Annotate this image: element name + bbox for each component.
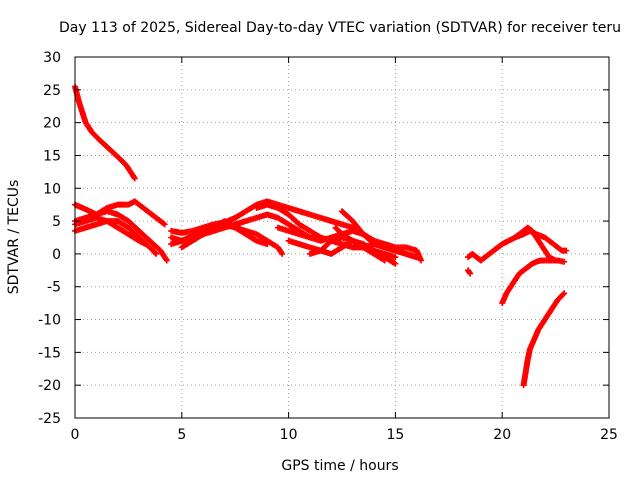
series-track-5 <box>72 214 149 248</box>
x-axis-label: GPS time / hours <box>281 458 398 474</box>
y-tick-label-1: -20 <box>38 378 61 394</box>
series-track-19 <box>512 224 559 264</box>
y-tick-label-4: -5 <box>47 280 61 296</box>
data-point <box>264 241 271 248</box>
data-point <box>413 254 420 261</box>
tick-labels: 0 5 10 15 20 25 -25 -20 -15 -10 -5 0 5 10 15 20 25 30 <box>38 50 618 443</box>
data-point <box>142 241 149 248</box>
y-tick-label-9: 20 <box>43 116 61 132</box>
x-tick-label-5: 25 <box>600 427 618 443</box>
x-tick-label-0: 0 <box>71 427 80 443</box>
data-point <box>392 254 399 261</box>
series-layer <box>72 83 570 389</box>
axes <box>74 56 610 419</box>
x-tick-label-1: 5 <box>177 427 186 443</box>
grid <box>75 57 609 418</box>
y-tick-label-0: -25 <box>38 411 61 427</box>
y-tick-label-5: 0 <box>52 247 61 263</box>
y-tick-label-3: -10 <box>38 313 61 329</box>
y-axis-label: SDTVAR / TECUs <box>6 180 22 295</box>
data-point-interp <box>152 249 159 256</box>
y-tick-label-7: 10 <box>43 181 61 197</box>
series-track-14 <box>339 208 420 261</box>
y-tick-label-11: 30 <box>43 50 61 66</box>
data-point <box>552 257 559 264</box>
data-point <box>153 250 160 257</box>
data-point <box>467 270 474 277</box>
series-track-1 <box>72 83 138 182</box>
data-point-interp <box>560 291 567 298</box>
series-track-17 <box>465 267 474 277</box>
y-tick-label-2: -15 <box>38 345 61 361</box>
series-track-8 <box>168 221 286 257</box>
y-tick-label-10: 25 <box>43 83 61 99</box>
plot-frame <box>74 56 610 419</box>
x-tick-label-2: 10 <box>280 427 298 443</box>
x-tick-label-3: 15 <box>386 427 404 443</box>
data-point <box>418 257 425 264</box>
series-track-9 <box>178 218 271 251</box>
data-point <box>131 175 138 182</box>
data-point <box>561 290 568 297</box>
series-track-15 <box>332 224 399 267</box>
data-point-interp <box>160 220 167 227</box>
y-tick-label-6: 5 <box>52 214 61 230</box>
series-track-20 <box>520 290 568 389</box>
data-point <box>563 247 570 254</box>
data-point <box>161 221 168 228</box>
y-tick-label-8: 15 <box>43 148 61 164</box>
chart-title: Day 113 of 2025, Sidereal Day-to-day VTE… <box>59 20 621 36</box>
data-point <box>392 260 399 267</box>
x-tick-label-4: 20 <box>493 427 511 443</box>
data-point <box>279 250 286 257</box>
data-point <box>561 258 568 265</box>
data-point <box>163 257 170 264</box>
